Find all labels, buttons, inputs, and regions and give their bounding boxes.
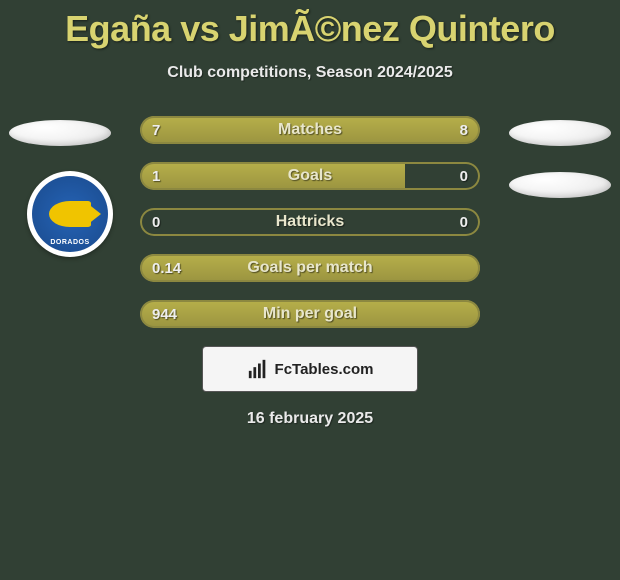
player-right-placeholder-2 <box>509 172 611 198</box>
stat-label: Goals per match <box>140 254 480 282</box>
team-badge-left: DORADOS <box>27 171 113 257</box>
player-right-placeholder-1 <box>509 120 611 146</box>
stat-value-right: 0 <box>460 208 468 236</box>
source-badge[interactable]: FcTables.com <box>202 346 418 392</box>
stat-value-left: 944 <box>152 300 177 328</box>
page-title: Egaña vs JimÃ©nez Quintero <box>0 0 620 50</box>
stat-label: Matches <box>140 116 480 144</box>
badge-fish-icon <box>49 201 91 227</box>
subtitle: Club competitions, Season 2024/2025 <box>0 64 620 82</box>
stat-label: Goals <box>140 162 480 190</box>
source-text: FcTables.com <box>275 361 374 378</box>
stat-value-right: 8 <box>460 116 468 144</box>
stat-label: Min per goal <box>140 300 480 328</box>
stat-label: Hattricks <box>140 208 480 236</box>
stat-row: Goals1 0 <box>140 162 480 190</box>
bars-icon <box>247 358 269 380</box>
stat-row: Hattricks0 0 <box>140 208 480 236</box>
stat-row: Min per goal944 <box>140 300 480 328</box>
stat-value-left: 1 <box>152 162 160 190</box>
stat-value-left: 0 <box>152 208 160 236</box>
date-text: 16 february 2025 <box>0 410 620 428</box>
stat-row: Goals per match0.14 <box>140 254 480 282</box>
stat-value-left: 0.14 <box>152 254 181 282</box>
comparison-panel: DORADOS Matches78Goals10Hattricks00Goals… <box>0 116 620 428</box>
player-left-placeholder-1 <box>9 120 111 146</box>
stat-value-right: 0 <box>460 162 468 190</box>
stats-rows: Matches78Goals10Hattricks00Goals per mat… <box>140 116 480 328</box>
badge-text: DORADOS <box>50 239 89 246</box>
stat-row: Matches7 8 <box>140 116 480 144</box>
stat-value-left: 7 <box>152 116 160 144</box>
